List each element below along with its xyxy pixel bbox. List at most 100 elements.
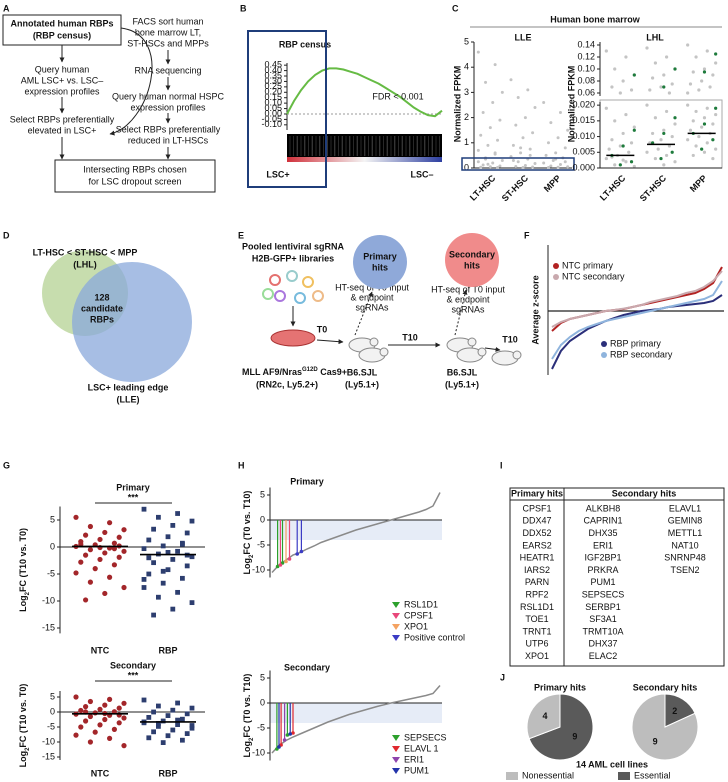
dot bbox=[521, 165, 525, 169]
dot bbox=[613, 163, 617, 167]
dot bbox=[175, 700, 180, 706]
dot bbox=[563, 160, 567, 164]
label: bone marrow LT, bbox=[135, 27, 201, 37]
dot bbox=[514, 164, 518, 168]
dot bbox=[662, 131, 666, 136]
dot bbox=[702, 70, 707, 74]
dot bbox=[673, 116, 677, 120]
label: 128 bbox=[94, 292, 109, 302]
label: CAPRIN1 bbox=[583, 516, 622, 526]
panel-title: Primary bbox=[116, 482, 150, 492]
dot bbox=[488, 126, 492, 130]
dot bbox=[481, 111, 485, 115]
dot bbox=[700, 125, 704, 129]
dot bbox=[686, 103, 690, 107]
zoom-box bbox=[461, 157, 575, 171]
label: (Ly5.1+) bbox=[345, 379, 379, 389]
dot bbox=[528, 147, 532, 151]
axis-title-part: Log bbox=[18, 751, 28, 768]
x-tick-label: ST-HSC bbox=[638, 173, 669, 204]
dot bbox=[87, 698, 93, 705]
label: METTL1 bbox=[668, 528, 703, 538]
legend-label: Nonessential bbox=[522, 770, 574, 780]
dot bbox=[121, 715, 127, 721]
plasmid bbox=[302, 276, 314, 288]
label: ERI1 bbox=[593, 540, 613, 550]
series-line bbox=[551, 280, 723, 360]
dot bbox=[659, 156, 663, 161]
dot bbox=[189, 554, 195, 560]
plasmid bbox=[269, 274, 281, 286]
series-line bbox=[551, 270, 723, 328]
dot bbox=[556, 165, 560, 169]
dot bbox=[566, 128, 570, 132]
panel-letter: H bbox=[238, 460, 245, 470]
label: & endpoint bbox=[446, 294, 490, 304]
dot bbox=[613, 67, 617, 71]
label: DHX37 bbox=[588, 639, 617, 649]
axis-title-part: FC (T0 vs. T10) bbox=[242, 491, 252, 555]
dot bbox=[558, 111, 562, 115]
legend-label: ELAVL 1 bbox=[404, 743, 439, 753]
dot bbox=[486, 162, 490, 166]
legend-label: ERI1 bbox=[404, 754, 424, 764]
panel-title: Primary bbox=[290, 476, 324, 486]
dot bbox=[116, 554, 122, 560]
label: Intersecting RBPs chosen bbox=[83, 164, 187, 174]
dot bbox=[500, 158, 504, 162]
dot bbox=[491, 100, 495, 104]
dot bbox=[486, 143, 490, 147]
dot bbox=[645, 103, 649, 107]
dot bbox=[656, 147, 660, 151]
panel-letter: G bbox=[3, 460, 10, 470]
label: DDX52 bbox=[522, 528, 551, 538]
dot bbox=[165, 567, 171, 573]
mouse-head bbox=[369, 337, 379, 347]
legend-label: NTC secondary bbox=[562, 271, 625, 281]
label: AML LSC+ vs. LSC– bbox=[21, 75, 103, 85]
y-tick-label: 0.35 bbox=[264, 70, 282, 80]
legend-label: CPSF1 bbox=[404, 610, 433, 620]
mouse-head bbox=[477, 347, 487, 357]
legend-swatch bbox=[553, 274, 559, 280]
dot bbox=[83, 597, 89, 603]
axis-title-part: FC (T10 vs. T0) bbox=[18, 528, 28, 592]
legend-label: RBP secondary bbox=[610, 349, 673, 359]
dot bbox=[566, 165, 570, 169]
label: reduced in LT-HSCs bbox=[128, 135, 209, 145]
dot bbox=[688, 128, 693, 132]
y-tick-label: -5 bbox=[257, 539, 265, 549]
y-tick-label: -5 bbox=[47, 568, 55, 578]
axis-title-sub: 2 bbox=[249, 554, 255, 558]
legend-label: XPO1 bbox=[404, 621, 428, 631]
label: RNA sequencing bbox=[134, 65, 201, 75]
y-tick-label: 0.45 bbox=[264, 60, 282, 70]
dot bbox=[632, 164, 636, 169]
dot bbox=[697, 88, 701, 92]
y-tick-label: 0 bbox=[464, 162, 469, 172]
dot bbox=[97, 706, 103, 712]
label: PUM1 bbox=[590, 577, 615, 587]
dot bbox=[73, 732, 79, 738]
label: TOE1 bbox=[525, 614, 548, 624]
dot bbox=[116, 705, 122, 711]
dot bbox=[160, 718, 166, 724]
label: Annotated human RBPs bbox=[10, 18, 113, 28]
dot bbox=[73, 570, 79, 576]
label: TRNT1 bbox=[523, 626, 552, 636]
dot bbox=[121, 743, 127, 749]
dot bbox=[621, 131, 625, 136]
label: HEATR1 bbox=[520, 553, 555, 563]
legend-swatch bbox=[392, 624, 400, 630]
dot bbox=[175, 722, 180, 727]
dot bbox=[87, 547, 93, 553]
dot bbox=[662, 85, 666, 89]
dot bbox=[604, 49, 608, 53]
dot bbox=[180, 541, 185, 547]
dot bbox=[621, 158, 625, 162]
label: NAT10 bbox=[671, 540, 698, 550]
dot bbox=[694, 144, 698, 148]
panel-letter: E bbox=[238, 230, 244, 240]
dot bbox=[175, 511, 180, 516]
y-tick-label: 0 bbox=[260, 514, 265, 524]
